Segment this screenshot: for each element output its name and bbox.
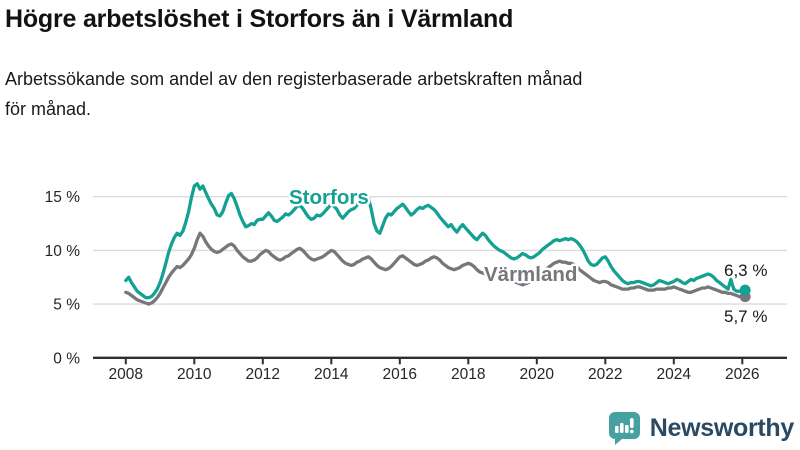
newsworthy-logo: Newsworthy xyxy=(608,411,794,445)
brand-name: Newsworthy xyxy=(649,413,795,442)
x-tick-label: 2020 xyxy=(520,366,555,383)
y-axis-labels: 0 % 5 % 10 % 15 % xyxy=(45,189,81,367)
end-value-label-storfors: 6,3 % xyxy=(724,261,767,280)
end-dot-storfors xyxy=(739,284,751,296)
x-tick-label: 2024 xyxy=(657,366,692,383)
series-label-värmland: Värmland xyxy=(484,263,577,286)
y-tick-label: 10 % xyxy=(45,243,81,260)
series-labels: Värmland 5,7 % Storfors 6,3 % xyxy=(287,184,768,327)
gridlines xyxy=(93,195,787,305)
x-tick-label: 2010 xyxy=(177,366,212,383)
subtitle-line-1: Arbetssökande som andel av den registerb… xyxy=(5,69,583,89)
y-tick-label: 5 % xyxy=(53,297,80,314)
data-series xyxy=(124,182,751,306)
x-axis: 2008 2010 2012 2014 2016 2018 2020 2022 2024 2026 xyxy=(93,356,787,383)
x-tick-label: 2008 xyxy=(109,366,143,383)
x-tick-label: 2012 xyxy=(246,366,280,383)
x-tick-label: 2016 xyxy=(383,366,417,383)
x-tick-label: 2026 xyxy=(725,366,759,383)
chart-subtitle: Arbetssökande som andel av den registerb… xyxy=(5,64,785,124)
x-tick-label: 2018 xyxy=(451,366,485,383)
y-tick-label: 15 % xyxy=(45,189,81,206)
subtitle-line-2: för månad. xyxy=(5,99,92,119)
x-tick-label: 2014 xyxy=(314,366,349,383)
y-tick-label: 0 % xyxy=(53,350,80,367)
bar-chart-speech-bubble-icon xyxy=(608,412,640,445)
page-title: Högre arbetslöshet i Storfors än i Värml… xyxy=(5,5,514,33)
end-value-label-värmland: 5,7 % xyxy=(724,307,767,326)
series-label-storfors: Storfors xyxy=(289,186,369,209)
line-värmland xyxy=(124,231,747,306)
x-tick-label: 2022 xyxy=(588,366,622,383)
line-storfors xyxy=(124,182,747,300)
